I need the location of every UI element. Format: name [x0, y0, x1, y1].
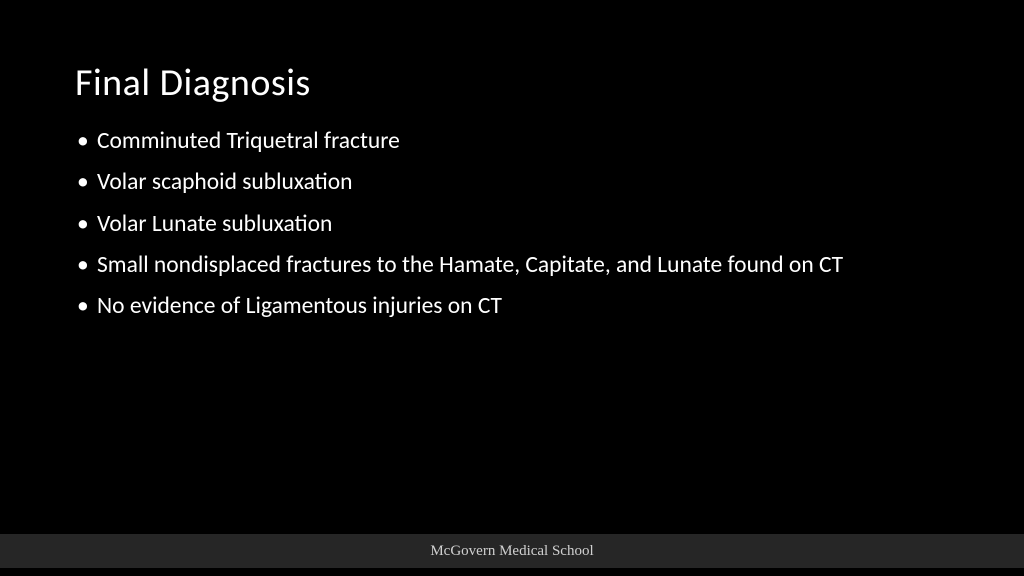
slide-title: Final Diagnosis [75, 60, 949, 106]
bullet-item: Volar scaphoid subluxation [75, 165, 949, 200]
bullet-item: Comminuted Triquetral fracture [75, 124, 949, 159]
footer-bar: McGovern Medical School [0, 534, 1024, 568]
bullet-item: No evidence of Ligamentous injuries on C… [75, 289, 949, 324]
bullet-item: Small nondisplaced fractures to the Hama… [75, 248, 949, 283]
bullet-list: Comminuted Triquetral fracture Volar sca… [75, 124, 949, 324]
bullet-item: Volar Lunate subluxation [75, 207, 949, 242]
footer-text: McGovern Medical School [430, 543, 593, 560]
slide-content: Final Diagnosis Comminuted Triquetral fr… [0, 0, 1024, 324]
